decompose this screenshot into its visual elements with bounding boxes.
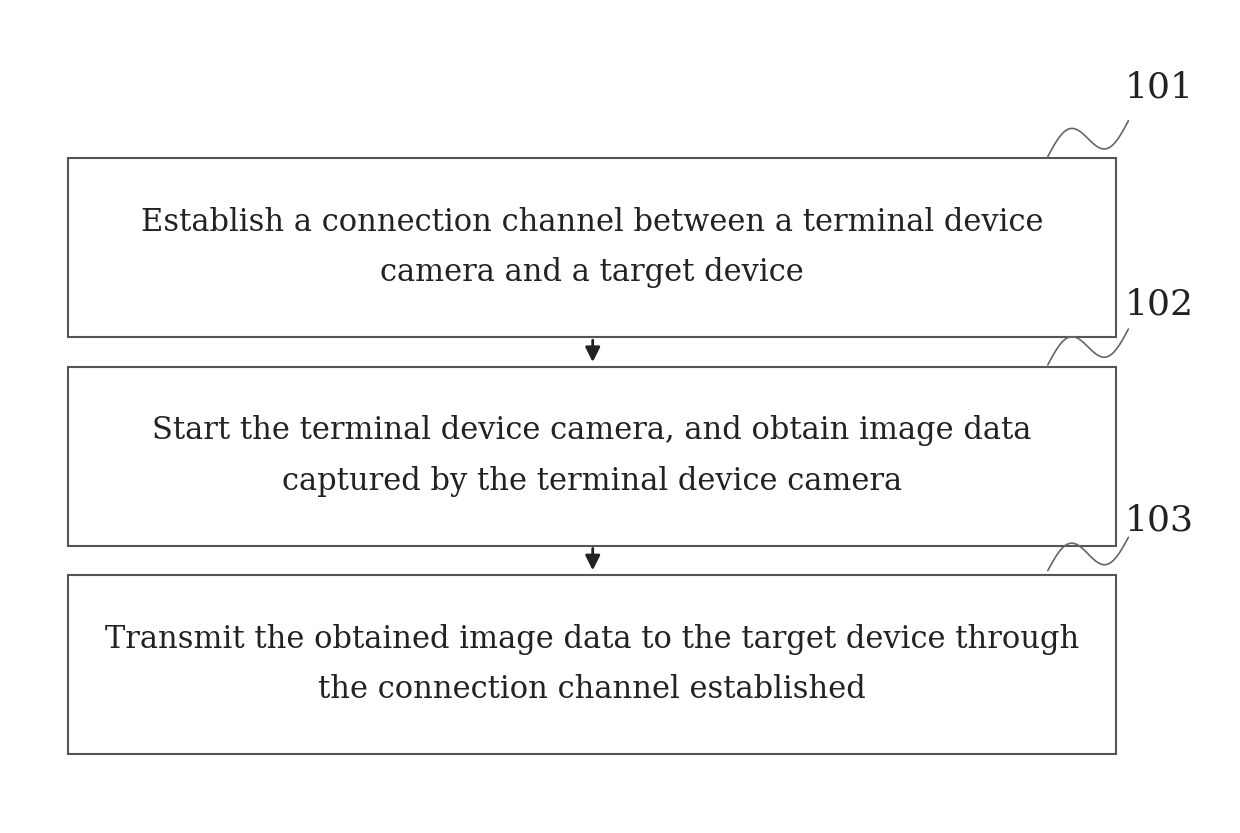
Text: Establish a connection channel between a terminal device
camera and a target dev: Establish a connection channel between a…: [141, 207, 1043, 288]
Text: 103: 103: [1125, 504, 1194, 537]
Text: 101: 101: [1125, 71, 1194, 104]
Text: Start the terminal device camera, and obtain image data
captured by the terminal: Start the terminal device camera, and ob…: [153, 416, 1032, 496]
Bar: [68, 367, 1116, 546]
Text: 102: 102: [1125, 287, 1194, 321]
Bar: [68, 575, 1116, 754]
Bar: [68, 158, 1116, 337]
Text: Transmit the obtained image data to the target device through
the connection cha: Transmit the obtained image data to the …: [105, 624, 1079, 705]
